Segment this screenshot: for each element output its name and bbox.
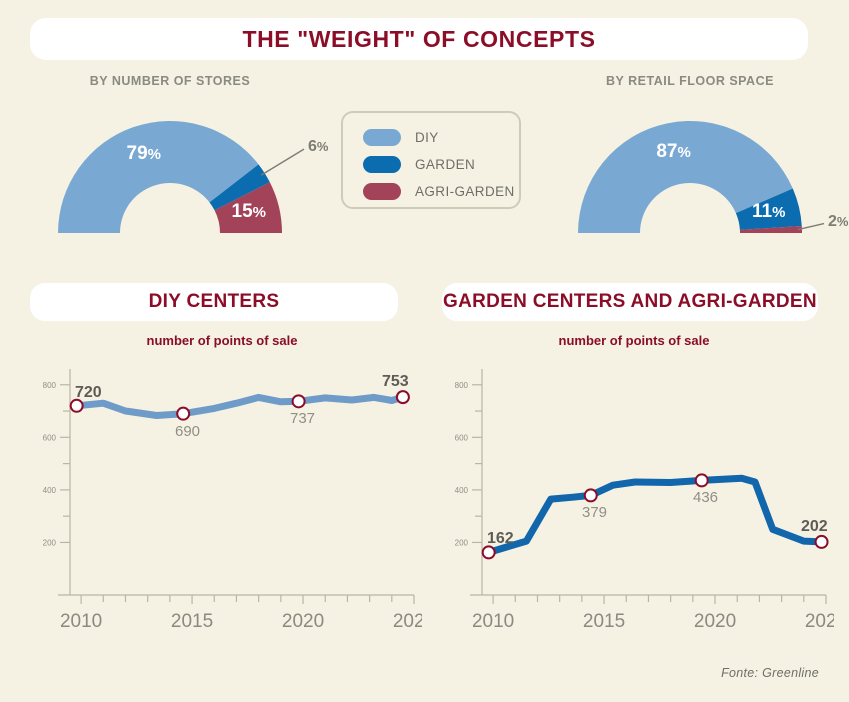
legend-swatch-agri-garden [363, 182, 401, 200]
donut-left-svg [58, 120, 305, 233]
x-tick-label: 2025 [805, 611, 834, 632]
chart-left-axes [58, 369, 415, 604]
x-tick-label: 2025 [393, 611, 422, 632]
chart-left-tick-labels: 200 400 600 800 2010 2015 2020 2025 [43, 381, 422, 632]
leader-line [797, 222, 825, 231]
donut-chart-by-number-of-stores: BY NUMBER OF STORES 79% 15% 6% [20, 72, 328, 240]
donut-segment-garden [735, 188, 802, 230]
series-line [73, 393, 407, 419]
y-tick-label: 400 [43, 486, 57, 495]
donut-left-garden-percent: 6% [308, 138, 329, 156]
chart-left-plot-area: 200 400 600 800 2010 2015 2020 2025 720 690 737 75… [22, 355, 422, 635]
chart-right-series [485, 474, 826, 556]
chart-left-series [73, 393, 407, 419]
donut-right-svg [578, 120, 825, 233]
data-point-marker [694, 473, 709, 488]
legend-item-diy: DIY [363, 124, 519, 150]
data-point-value-label: 202 [801, 518, 828, 535]
donut-segment-agri-garden [214, 182, 282, 233]
legend-label-agri-garden: AGRI-GARDEN [415, 183, 515, 199]
donut-right-leader-line [797, 222, 825, 231]
chart-right-axes [470, 369, 827, 604]
x-tick-label: 2010 [60, 611, 102, 632]
y-tick-label: 200 [455, 538, 469, 547]
y-tick-label: 600 [455, 433, 469, 442]
source-note: Fonte: Greenline [721, 666, 819, 680]
donut-right-segments [578, 120, 802, 233]
data-point-value-label: 162 [487, 530, 514, 547]
donut-chart-by-retail-floor-space: BY RETAIL FLOOR SPACE 87% 11% 2% [540, 72, 848, 240]
page-title: THE "WEIGHT" OF CONCEPTS [242, 25, 596, 52]
chart-left-svg: 200 400 600 800 2010 2015 2020 2025 [43, 369, 422, 632]
chart-right-markers [481, 473, 829, 560]
donut-left-leader-line [260, 148, 305, 176]
data-point-value-label: 720 [75, 384, 102, 401]
data-point-marker [291, 394, 306, 409]
donut-segment-diy [578, 120, 793, 233]
y-tick-label: 200 [43, 538, 57, 547]
data-point-marker [69, 398, 84, 413]
data-point-value-label: 379 [582, 504, 608, 521]
chart-right-tick-labels: 200 400 600 800 2010 2015 2020 2025 [455, 381, 834, 632]
legend: DIY GARDEN AGRI-GARDEN [341, 111, 521, 209]
data-point-marker [395, 390, 410, 405]
data-point-value-label: 753 [382, 373, 409, 390]
data-point-marker [176, 406, 191, 421]
donut-right-caption: BY RETAIL FLOOR SPACE [606, 74, 774, 88]
data-point-value-label: 690 [175, 423, 201, 440]
donut-left-graphic: 79% 15% 6% [20, 90, 328, 240]
x-tick-label: 2015 [583, 611, 625, 632]
line-chart-garden-centers: GARDEN CENTERS AND AGRI-GARDEN number of… [434, 283, 834, 635]
series-line [485, 474, 826, 556]
data-point-value-label: 737 [290, 410, 316, 427]
donut-left-agrigarden-percent: 15% [231, 201, 266, 223]
line-chart-diy-centers: DIY CENTERS number of points of sale 200… [22, 283, 422, 635]
donut-left-caption: BY NUMBER OF STORES [89, 74, 251, 88]
donut-left-segments [58, 120, 282, 233]
chart-left-subtitle: number of points of sale [146, 333, 298, 348]
data-point-marker [481, 545, 496, 560]
data-point-marker [583, 488, 598, 503]
legend-label-diy: DIY [415, 129, 439, 145]
y-tick-label: 400 [455, 486, 469, 495]
donut-left-diy-percent: 79% [126, 143, 161, 165]
chart-left-markers [69, 390, 410, 421]
legend-swatch-diy [363, 128, 401, 146]
donut-segment-agri-garden [739, 225, 802, 233]
x-tick-label: 2020 [282, 611, 324, 632]
chart-right-title-banner: GARDEN CENTERS AND AGRI-GARDEN [442, 283, 818, 321]
y-tick-label: 600 [43, 433, 57, 442]
legend-item-garden: GARDEN [363, 151, 519, 177]
legend-label-garden: GARDEN [415, 156, 476, 172]
chart-right-subtitle: number of points of sale [558, 333, 710, 348]
donut-right-diy-percent: 87% [656, 140, 691, 162]
y-tick-label: 800 [43, 381, 57, 390]
donut-segment-garden [209, 164, 270, 211]
donut-segment-diy [58, 120, 259, 233]
chart-right-svg: 200 400 600 800 2010 2015 2020 2025 [455, 369, 834, 632]
donut-right-garden-percent: 11% [752, 201, 786, 223]
donut-right-agrigarden-percent: 2% [828, 212, 849, 230]
chart-left-title: DIY CENTERS [148, 291, 280, 312]
legend-item-agri-garden: AGRI-GARDEN [363, 178, 519, 204]
chart-left-title-banner: DIY CENTERS [30, 283, 398, 321]
donut-right-graphic: 87% 11% 2% [540, 90, 848, 240]
x-tick-label: 2015 [171, 611, 213, 632]
x-tick-label: 2010 [472, 611, 514, 632]
chart-right-plot-area: 2004006008002010201520202025 16237943620… [434, 355, 834, 635]
chart-right-title: GARDEN CENTERS AND AGRI-GARDEN [443, 291, 817, 312]
leader-line [260, 148, 305, 176]
x-tick-label: 2020 [694, 611, 736, 632]
data-point-value-label: 436 [693, 489, 719, 506]
y-tick-label: 800 [455, 381, 469, 390]
main-title-banner: THE "WEIGHT" OF CONCEPTS [30, 18, 808, 60]
data-point-marker [814, 534, 829, 549]
legend-swatch-garden [363, 155, 401, 173]
